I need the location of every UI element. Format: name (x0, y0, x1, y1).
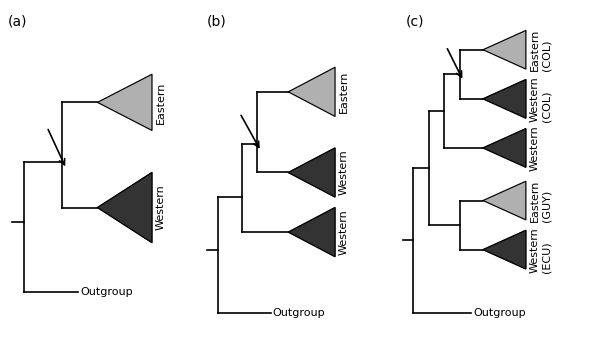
Text: Eastern
(COL): Eastern (COL) (530, 29, 551, 71)
Text: Western: Western (339, 150, 349, 195)
Text: Western
(ECU): Western (ECU) (530, 227, 551, 272)
Text: (b): (b) (206, 15, 226, 29)
Polygon shape (483, 80, 526, 118)
Text: Outgroup: Outgroup (80, 287, 133, 297)
Polygon shape (483, 230, 526, 269)
Polygon shape (97, 74, 152, 130)
Text: Western
(COL): Western (COL) (530, 76, 551, 122)
Polygon shape (483, 181, 526, 220)
Text: Western: Western (156, 185, 166, 230)
Polygon shape (289, 148, 335, 197)
Text: Western: Western (530, 125, 540, 171)
Text: Eastern
(GUY): Eastern (GUY) (530, 180, 551, 222)
Polygon shape (289, 67, 335, 116)
Polygon shape (289, 208, 335, 257)
Polygon shape (97, 172, 152, 243)
Polygon shape (483, 129, 526, 167)
Text: Outgroup: Outgroup (273, 308, 325, 318)
Text: Eastern: Eastern (339, 71, 349, 113)
Text: Eastern: Eastern (156, 81, 166, 123)
Text: (a): (a) (8, 15, 28, 29)
Text: (c): (c) (405, 15, 424, 29)
Text: Western: Western (339, 209, 349, 255)
Text: Outgroup: Outgroup (473, 308, 526, 318)
Polygon shape (483, 31, 526, 69)
